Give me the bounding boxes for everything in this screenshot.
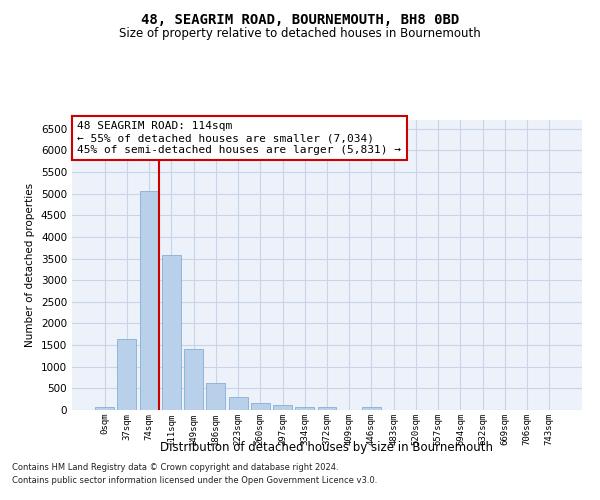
Text: Contains public sector information licensed under the Open Government Licence v3: Contains public sector information licen… [12, 476, 377, 485]
Bar [95, 407, 114, 410]
Bar [118, 338, 136, 410]
Text: 48 SEAGRIM ROAD: 114sqm
← 55% of detached houses are smaller (7,034)
45% of semi: 48 SEAGRIM ROAD: 114sqm ← 55% of detache… [77, 122, 401, 154]
Bar [317, 407, 337, 410]
Bar [162, 256, 181, 410]
Text: Distribution of detached houses by size in Bournemouth: Distribution of detached houses by size … [161, 441, 493, 454]
Bar [206, 383, 225, 410]
Text: 48, SEAGRIM ROAD, BOURNEMOUTH, BH8 0BD: 48, SEAGRIM ROAD, BOURNEMOUTH, BH8 0BD [141, 12, 459, 26]
Bar [184, 348, 203, 410]
Text: Contains HM Land Registry data © Crown copyright and database right 2024.: Contains HM Land Registry data © Crown c… [12, 464, 338, 472]
Bar [140, 190, 158, 410]
Bar [229, 398, 248, 410]
Bar [295, 406, 314, 410]
Text: Size of property relative to detached houses in Bournemouth: Size of property relative to detached ho… [119, 28, 481, 40]
Bar [251, 404, 270, 410]
Y-axis label: Number of detached properties: Number of detached properties [25, 183, 35, 347]
Bar [273, 405, 292, 410]
Bar [362, 407, 381, 410]
